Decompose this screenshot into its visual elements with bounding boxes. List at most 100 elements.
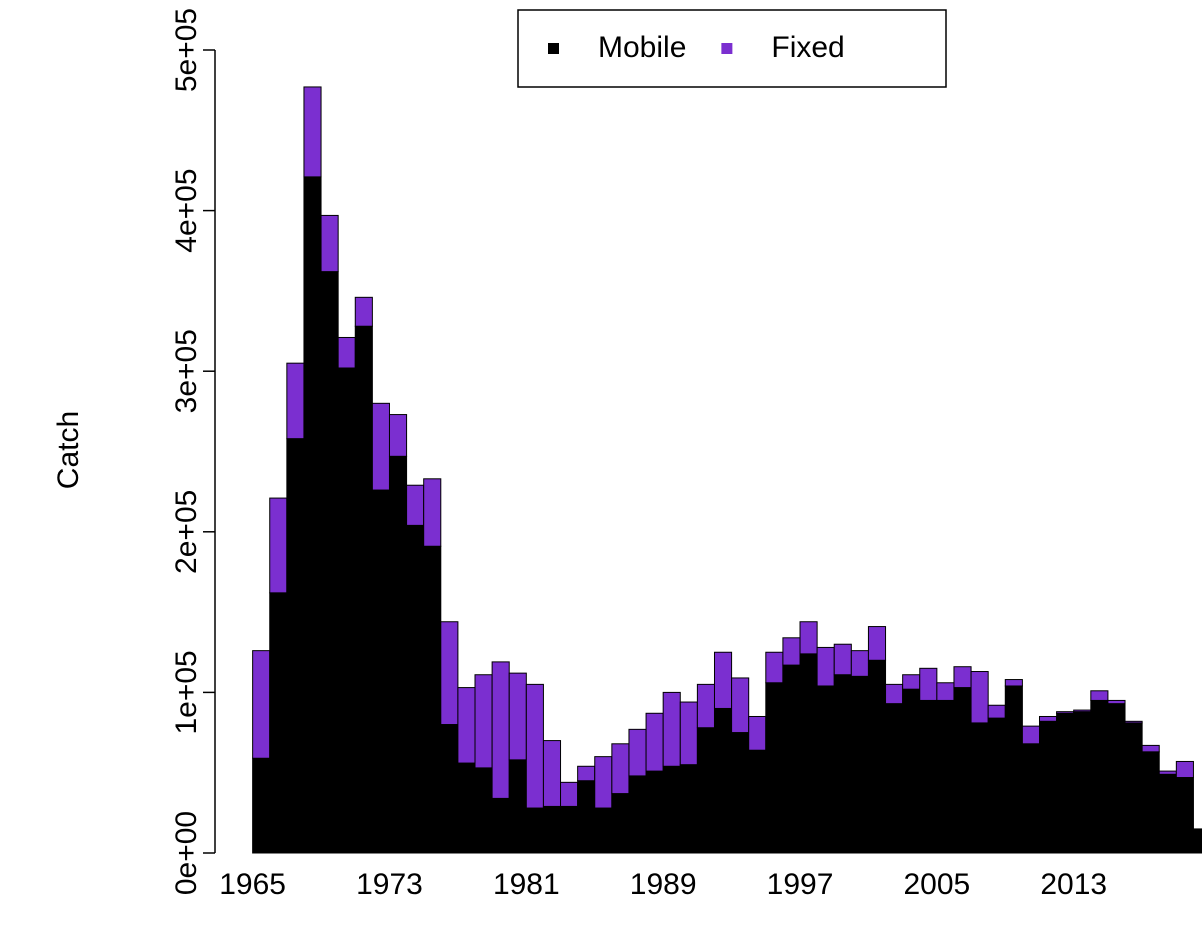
bar-segment: [1021, 725, 1040, 745]
bar-segment: [1192, 828, 1202, 854]
bar-segment: [1021, 743, 1040, 854]
bar-segment: [474, 674, 493, 769]
bar-segment: [662, 765, 681, 854]
bar-segment: [1073, 711, 1092, 854]
bar-segment: [885, 683, 904, 705]
bar-segment: [474, 767, 493, 854]
bar-segment: [1107, 699, 1126, 705]
bar-segment: [508, 759, 527, 854]
x-tick-label: 1981: [493, 868, 560, 901]
bar-segment: [286, 438, 305, 854]
bar-segment: [850, 675, 869, 854]
bar-segment: [508, 672, 527, 761]
legend-swatch: [721, 43, 733, 54]
bar-segment: [491, 797, 510, 854]
bar-segment: [1158, 773, 1177, 854]
bar-segment: [936, 699, 955, 854]
bar-segment: [748, 715, 767, 751]
bar-segment: [440, 724, 459, 854]
bar-segment: [337, 336, 356, 369]
y-axis-label: Catch: [52, 411, 85, 489]
bar-segment: [919, 699, 938, 854]
bar-segment: [388, 414, 408, 457]
bar-segment: [542, 805, 562, 854]
bar-segment: [1056, 711, 1075, 714]
x-tick-label: 2005: [903, 868, 970, 901]
bar-segment: [354, 325, 373, 854]
bar-segment: [1141, 751, 1160, 854]
bar-segment: [577, 780, 596, 854]
bar-segment: [1124, 720, 1143, 724]
bar-segment: [491, 661, 510, 799]
bar-segment: [679, 701, 698, 766]
bar-segment: [645, 712, 664, 772]
bar-segment: [423, 545, 442, 854]
bar-segment: [885, 703, 904, 854]
bar-segment: [902, 688, 921, 854]
bar-segment: [440, 621, 459, 726]
bar-segment: [902, 674, 921, 690]
bar-segment: [1038, 715, 1058, 722]
bar-segment: [1090, 699, 1109, 854]
bar-segment: [867, 659, 887, 854]
bar-segment: [560, 805, 579, 854]
bar-segment: [970, 671, 989, 724]
bar-segment: [748, 749, 767, 854]
bar-segment: [269, 497, 288, 594]
bar-segment: [919, 667, 938, 701]
bar-segment: [713, 707, 733, 854]
bar-segment: [679, 764, 698, 854]
bar-segment: [816, 646, 835, 687]
bar-segment: [594, 807, 613, 854]
y-tick-label: 4e+05: [170, 168, 203, 252]
bar-segment: [765, 651, 784, 684]
bar-segment: [645, 770, 664, 854]
bar-segment: [1175, 760, 1194, 779]
bar-segment: [303, 176, 322, 854]
y-tick-label: 5e+05: [170, 8, 203, 92]
bar-segment: [1090, 690, 1109, 701]
y-tick-label: 3e+05: [170, 329, 203, 413]
bar-segment: [269, 592, 288, 854]
bar-segment: [337, 367, 356, 854]
bar-segment: [406, 524, 425, 854]
legend-label: Mobile: [598, 31, 686, 64]
bar-segment: [611, 743, 630, 795]
y-tick-label: 2e+05: [170, 490, 203, 574]
bar-segment: [457, 687, 476, 764]
bar-segment: [423, 478, 442, 547]
bar-segment: [799, 621, 818, 655]
bar-segment: [1107, 703, 1126, 854]
bar-segment: [833, 674, 852, 854]
bar-segment: [577, 765, 596, 782]
bar-segment: [628, 775, 647, 854]
bar-segment: [457, 762, 476, 854]
bar-segment: [953, 687, 972, 854]
x-tick-label: 1973: [356, 868, 423, 901]
bar-segment: [1004, 679, 1023, 687]
bar-segment: [354, 296, 373, 327]
bar-segment: [1038, 720, 1058, 854]
bar-segment: [782, 637, 801, 666]
bar-segment: [560, 781, 579, 807]
y-tick-label: 1e+05: [170, 650, 203, 734]
x-tick-label: 1965: [219, 868, 286, 901]
bar-segment: [628, 728, 647, 777]
bar-segment: [320, 271, 339, 854]
bar-segment: [252, 650, 271, 759]
bar-segment: [286, 362, 305, 440]
bar-segment: [970, 722, 989, 854]
bar-segment: [1124, 722, 1143, 854]
bar-segment: [252, 757, 271, 854]
bar-segment: [525, 683, 544, 809]
bar-segment: [765, 682, 784, 854]
bar-segment: [371, 489, 390, 854]
bar-segment: [867, 626, 887, 661]
bar-segment: [371, 402, 390, 491]
bar-segment: [1175, 777, 1194, 854]
y-tick-label: 0e+00: [170, 811, 203, 895]
bar-segment: [1141, 744, 1160, 753]
bar-segment: [816, 685, 835, 854]
bar-segment: [936, 682, 955, 701]
